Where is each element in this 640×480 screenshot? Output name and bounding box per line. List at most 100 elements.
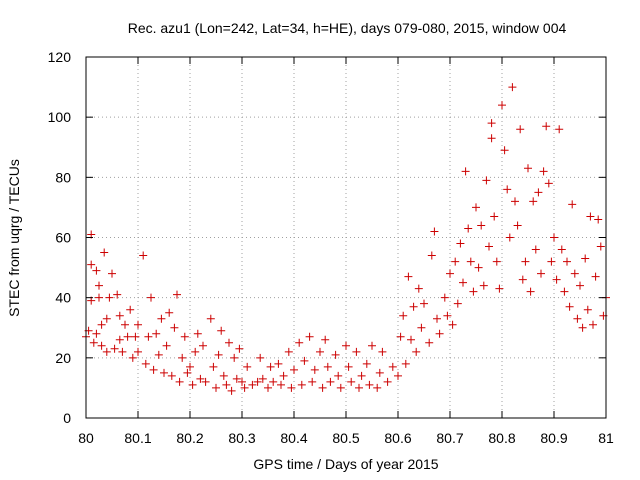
data-point-marker <box>539 167 548 176</box>
data-point-marker <box>180 332 189 341</box>
data-point-marker <box>368 341 376 350</box>
data-point-marker <box>459 278 467 287</box>
data-point-marker <box>560 287 569 296</box>
x-tick-label: 80.6 <box>384 430 411 446</box>
data-point-marker <box>253 377 262 386</box>
data-point-marker <box>526 287 535 296</box>
data-point-marker <box>323 362 332 371</box>
data-point-marker <box>230 353 239 362</box>
data-point-marker <box>344 362 353 371</box>
data-point-marker <box>576 281 584 290</box>
data-point-marker <box>479 281 488 290</box>
data-point-marker <box>258 374 267 383</box>
data-point-marker <box>435 329 444 338</box>
data-point-marker <box>547 257 556 266</box>
data-point-marker <box>121 320 129 329</box>
data-point-marker <box>552 275 561 284</box>
data-point-marker <box>238 377 246 386</box>
data-point-marker <box>461 167 470 176</box>
data-point-marker <box>581 254 590 263</box>
data-point-marker <box>162 341 171 350</box>
data-point-marker <box>542 122 551 131</box>
data-point-marker <box>404 272 413 281</box>
data-point-marker <box>191 347 200 356</box>
data-point-marker <box>485 242 493 251</box>
data-point-marker <box>383 377 392 386</box>
data-point-marker <box>378 347 387 356</box>
data-point-marker <box>427 251 436 260</box>
data-point-marker <box>396 332 405 341</box>
x-tick-label: 80.4 <box>280 430 307 446</box>
data-point-marker <box>95 281 103 290</box>
data-point-marker <box>365 380 374 389</box>
data-point-marker <box>141 359 150 368</box>
data-point-marker <box>108 269 116 278</box>
data-point-marker <box>305 332 314 341</box>
data-point-marker <box>375 368 384 377</box>
data-point-marker <box>505 233 514 242</box>
data-point-marker <box>570 269 579 278</box>
data-point-marker <box>464 224 473 233</box>
data-point-marker <box>277 380 285 389</box>
y-tick-label: 20 <box>55 350 71 366</box>
data-point-marker <box>451 257 460 266</box>
x-tick-label: 80.1 <box>124 430 151 446</box>
data-point-marker <box>92 266 101 275</box>
data-point-marker <box>115 335 124 344</box>
y-tick-label: 100 <box>48 109 72 125</box>
data-point-marker <box>167 371 176 380</box>
data-point-marker <box>102 347 111 356</box>
data-point-marker <box>175 377 184 386</box>
data-point-marker <box>521 257 530 266</box>
data-point-marker <box>139 251 148 260</box>
data-point-marker <box>269 377 278 386</box>
data-point-marker <box>417 323 426 332</box>
y-axis-label: STEC from uqrg / TECUs <box>6 159 22 317</box>
data-point-marker <box>589 320 597 329</box>
data-point-marker <box>578 323 587 332</box>
x-tick-label: 80 <box>78 430 94 446</box>
x-tick-label: 80.7 <box>436 430 463 446</box>
data-point-marker <box>591 272 600 281</box>
data-point-marker <box>401 359 410 368</box>
data-point-marker <box>565 302 574 311</box>
data-point-marker <box>170 323 179 332</box>
data-point-marker <box>409 302 418 311</box>
data-point-marker <box>495 284 504 293</box>
data-point-marker <box>513 221 522 230</box>
data-point-marker <box>118 347 127 356</box>
data-point-marker <box>287 383 296 392</box>
data-point-marker <box>300 356 309 365</box>
data-point-marker <box>534 188 543 197</box>
data-point-marker <box>529 197 538 206</box>
data-point-marker <box>474 263 483 272</box>
data-point-marker <box>568 200 577 209</box>
data-point-marker <box>342 341 350 350</box>
data-point-marker <box>134 347 142 356</box>
y-tick-label: 40 <box>55 290 71 306</box>
data-point-marker <box>347 377 356 386</box>
data-point-marker <box>336 383 345 392</box>
data-point-marker <box>477 221 486 230</box>
data-point-marker <box>165 308 174 317</box>
data-point-marker <box>318 383 327 392</box>
x-tick-label: 80.9 <box>540 430 567 446</box>
data-point-marker <box>472 203 480 212</box>
data-point-marker <box>196 374 205 383</box>
data-point-marker <box>331 350 340 359</box>
x-tick-label: 81 <box>598 430 614 446</box>
y-tick-label: 0 <box>63 410 71 426</box>
data-point-marker <box>256 353 265 362</box>
data-point-marker <box>388 362 397 371</box>
data-point-marker <box>516 125 525 134</box>
data-point-marker <box>232 374 241 383</box>
data-point-marker <box>466 257 475 266</box>
y-tick-label: 80 <box>55 169 71 185</box>
data-point-marker <box>399 311 408 320</box>
data-point-marker <box>412 347 421 356</box>
data-point-marker <box>433 314 441 323</box>
data-point-marker <box>89 338 98 347</box>
data-point-marker <box>284 347 293 356</box>
data-point-marker <box>443 311 452 320</box>
